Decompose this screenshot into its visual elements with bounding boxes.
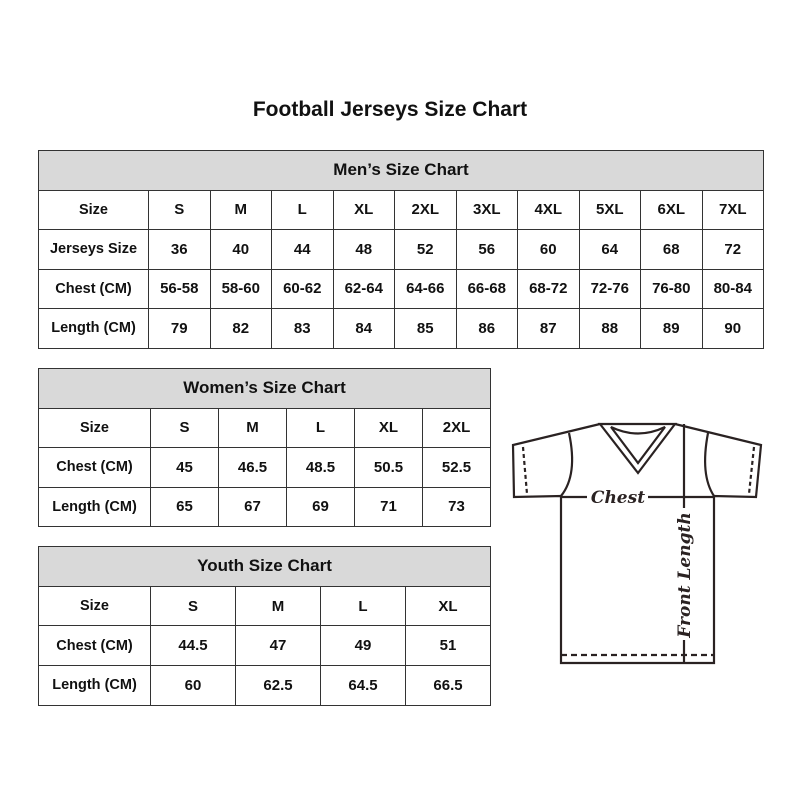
table-cell: 64.5 [320,665,406,706]
table-cell: 90 [701,308,764,349]
men-table-heading: Men’s Size Chart [38,150,764,191]
table-cell: 60 [150,665,236,706]
table-cell: 73 [422,486,491,527]
table-cell: L [286,407,355,448]
table-cell: 84 [332,308,395,349]
table-row: Size S M L XL 2XL [38,407,491,448]
table-cell: L [271,189,334,230]
table-cell: 52.5 [422,447,491,488]
table-cell: 5XL [578,189,641,230]
right-sleeve-hem [747,446,756,495]
table-cell: 66.5 [405,665,491,706]
women-table-heading: Women’s Size Chart [38,368,491,409]
collar-outer [597,422,678,475]
table-cell: 56-58 [148,268,211,309]
table-cell: 36 [148,229,211,270]
table-cell: 50.5 [354,447,423,488]
left-sleeve-hem [521,446,529,495]
table-cell: 48 [332,229,395,270]
table-cell: 60 [517,229,580,270]
table-cell: 88 [578,308,641,349]
table-cell: 40 [209,229,272,270]
row-label: Jerseys Size [38,229,149,270]
table-row: Chest (CM) 45 46.5 48.5 50.5 52.5 [38,447,491,488]
table-cell: 65 [150,486,219,527]
youth-table-heading: Youth Size Chart [38,546,491,587]
row-label: Chest (CM) [38,625,151,667]
row-label: Size [38,407,151,448]
table-cell: 60-62 [271,268,334,309]
table-cell: 87 [517,308,580,349]
table-row: Length (CM) 60 62.5 64.5 66.5 [38,665,491,706]
table-cell: 62.5 [235,665,321,706]
women-size-table: Women’s Size Chart Size S M L XL 2XL Chest (CM)… [38,368,491,527]
right-armhole [704,432,715,497]
table-cell: 71 [354,486,423,527]
table-row: Jerseys Size 36 40 44 48 52 56 60 64 68 72 [38,229,764,270]
table-row: Size S M L XL [38,585,491,627]
table-cell: XL [405,585,491,627]
table-row: Length (CM) 65 67 69 71 73 [38,486,491,527]
table-cell: XL [332,189,395,230]
table-cell: 66-68 [455,268,518,309]
row-label: Size [38,585,151,627]
table-cell: S [150,585,236,627]
row-label: Length (CM) [38,486,151,527]
table-cell: 45 [150,447,219,488]
table-row: Length (CM) 79 82 83 84 85 86 87 88 89 90 [38,308,764,349]
front-length-label: Front Length [675,512,695,638]
row-label: Size [38,189,149,230]
row-label: Chest (CM) [38,447,151,488]
table-cell: L [320,585,406,627]
table-cell: 85 [394,308,457,349]
table-cell: 2XL [422,407,491,448]
men-size-table: Men’s Size Chart Size S M L XL 2XL 3XL 4XL 5XL 6XL… [38,150,764,349]
table-cell: 47 [235,625,321,667]
table-cell: 6XL [640,189,703,230]
table-cell: 7XL [701,189,764,230]
table-cell: 86 [455,308,518,349]
table-cell: XL [354,407,423,448]
table-cell: 67 [218,486,287,527]
youth-size-table: Youth Size Chart Size S M L XL Chest (CM) 44.5 4… [38,546,491,706]
table-cell: 51 [405,625,491,667]
table-cell: M [235,585,321,627]
table-cell: 72-76 [578,268,641,309]
table-cell: M [218,407,287,448]
table-cell: 68-72 [517,268,580,309]
table-cell: 76-80 [640,268,703,309]
table-cell: 48.5 [286,447,355,488]
table-row: Size S M L XL 2XL 3XL 4XL 5XL 6XL 7XL [38,189,764,230]
table-cell: 68 [640,229,703,270]
left-armhole [560,432,574,497]
table-cell: 79 [148,308,211,349]
table-cell: 69 [286,486,355,527]
table-row: Chest (CM) 44.5 47 49 51 [38,625,491,667]
jersey-outline [511,422,763,665]
table-cell: 80-84 [701,268,764,309]
table-cell: 44 [271,229,334,270]
collar-inner [610,426,666,465]
page-title: Football Jerseys Size Chart [252,98,528,121]
table-cell: 49 [320,625,406,667]
table-cell: 82 [209,308,272,349]
table-cell: 44.5 [150,625,236,667]
row-label: Length (CM) [38,308,149,349]
table-cell: 62-64 [332,268,395,309]
chest-label: Chest [591,488,645,508]
